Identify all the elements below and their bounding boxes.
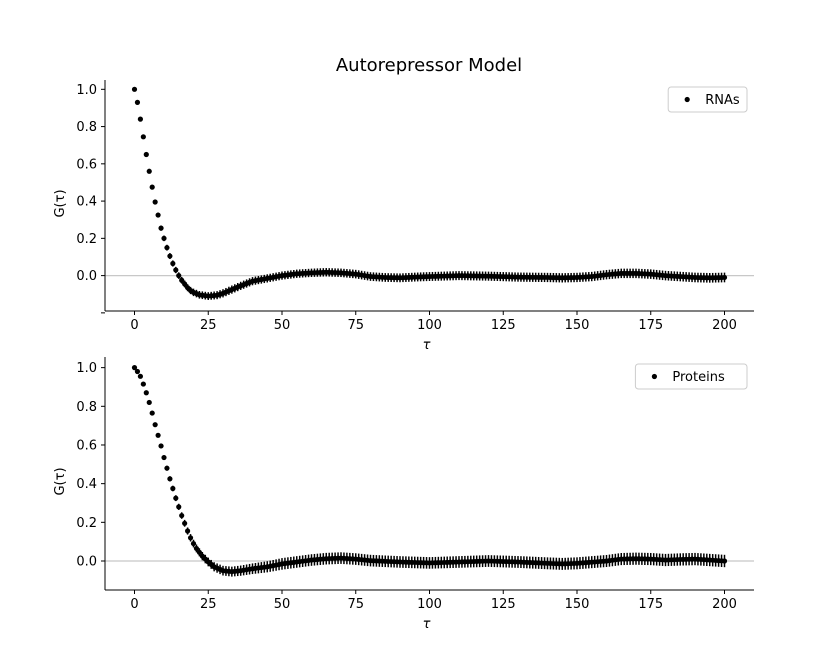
data-point	[187, 535, 194, 541]
data-point	[182, 281, 188, 287]
figure-title: Autorepressor Model	[336, 55, 522, 76]
data-point	[721, 274, 728, 281]
x-axis-label: τ	[423, 617, 431, 632]
data-point	[140, 134, 146, 140]
y-axis-label: G(τ)	[53, 467, 68, 495]
data-point	[134, 368, 141, 375]
y-tick-label: 1.0	[76, 83, 97, 98]
legend-marker	[684, 96, 690, 103]
legend-frame	[667, 86, 748, 113]
data-point	[170, 485, 176, 492]
x-tick-label: 100	[417, 597, 442, 612]
data-point	[131, 365, 138, 371]
data-point	[185, 528, 191, 534]
x-tick-label: 125	[491, 597, 516, 612]
data-point	[179, 277, 185, 283]
x-tick-label: 150	[565, 597, 590, 612]
data-point	[134, 99, 141, 105]
y-tick-label: 0.0	[76, 554, 97, 569]
rnas-panel: 0 25 50 75 100 125 150 175 200 0.0 0.2 0.4 0.6 0.8 1.0…	[53, 80, 754, 353]
data-point	[164, 465, 170, 471]
x-tick-label: 175	[638, 597, 663, 612]
legend-label: RNAs	[705, 93, 740, 108]
data-point	[158, 225, 164, 231]
data-point	[196, 549, 202, 555]
x-tick-label: 175	[638, 318, 663, 333]
data-point	[158, 443, 164, 449]
data-point	[143, 151, 149, 158]
data-point	[161, 235, 167, 241]
data-point	[179, 512, 185, 519]
x-tick-label: 125	[491, 318, 516, 333]
data-point	[146, 399, 152, 406]
y-tick-label: 0.2	[76, 232, 97, 247]
data-point	[155, 432, 161, 438]
data-point	[149, 410, 155, 416]
x-tick-label: 0	[130, 597, 138, 612]
data-point	[137, 116, 143, 122]
data-point	[131, 86, 138, 92]
legend: Proteins	[634, 363, 748, 390]
data-point	[161, 454, 167, 461]
data-point	[167, 476, 173, 482]
y-axis-label: G(τ)	[53, 189, 68, 217]
data-point	[137, 373, 143, 379]
x-tick-label: 200	[712, 597, 737, 612]
y-tick-label: 0.4	[76, 477, 97, 492]
x-tick-label: 50	[274, 597, 291, 612]
y-tick-label: 0.8	[76, 120, 97, 135]
proteins-panel: 0 25 50 75 100 125 150 175 200 0.0 0.2 0.4 0.6 0.8 1.0…	[53, 357, 754, 632]
data-point	[164, 245, 170, 251]
data-point	[176, 273, 182, 279]
data-point	[143, 390, 149, 396]
legend: RNAs	[667, 86, 748, 113]
data-point	[140, 381, 146, 387]
y-tick-label: 0.6	[76, 438, 97, 453]
data-point	[721, 558, 728, 564]
x-tick-label: 200	[712, 318, 737, 333]
x-tick-label: 100	[417, 318, 442, 333]
data-point	[152, 199, 158, 205]
data-point	[146, 168, 152, 174]
data-point	[182, 520, 188, 526]
x-tick-label: 75	[347, 597, 364, 612]
x-tick-label: 50	[274, 318, 291, 333]
data-point	[173, 495, 179, 501]
x-axis-label: τ	[423, 338, 431, 353]
x-tick-label: 25	[200, 318, 217, 333]
data-point	[170, 260, 176, 267]
y-tick-label: 0.6	[76, 157, 97, 172]
data-point	[173, 267, 179, 273]
x-tick-label: 0	[130, 318, 138, 333]
y-tick-label: 1.0	[76, 361, 97, 376]
y-tick-label: 0.8	[76, 400, 97, 415]
data-point	[190, 540, 197, 547]
legend-marker	[651, 373, 658, 380]
data-series	[131, 86, 728, 301]
data-point	[155, 212, 161, 218]
data-point	[167, 253, 173, 259]
x-tick-label: 150	[565, 318, 590, 333]
y-tick-label: 0.0	[76, 269, 97, 284]
legend-frame	[634, 363, 748, 390]
x-tick-label: 25	[200, 597, 217, 612]
y-tick-label: 0.2	[76, 516, 97, 531]
legend-label: Proteins	[672, 370, 725, 385]
data-point	[149, 184, 155, 190]
data-point	[152, 422, 158, 428]
data-series	[131, 365, 728, 577]
y-tick-label: 0.4	[76, 195, 97, 210]
x-tick-label: 75	[347, 318, 364, 333]
data-point	[193, 545, 200, 552]
data-point	[176, 504, 182, 510]
